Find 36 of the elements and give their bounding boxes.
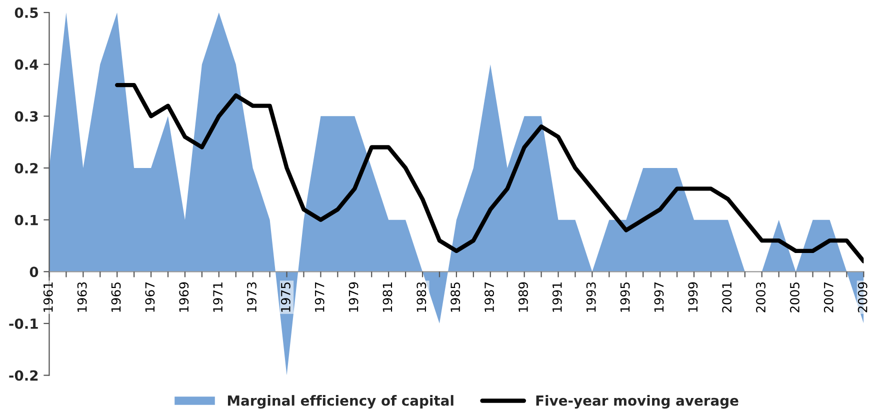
- y-tick-label: 0: [30, 266, 38, 278]
- x-tick-label: 1991: [552, 282, 562, 312]
- x-tick-label: 1961: [43, 282, 53, 312]
- x-tick-label: 2005: [790, 282, 800, 312]
- x-tick-label: 1969: [179, 282, 189, 312]
- legend-label: Marginal efficiency of capital: [228, 395, 454, 409]
- y-tick-label: 0.3: [14, 111, 38, 122]
- y-tick-label: 0.1: [14, 214, 38, 226]
- x-tick-label: 1987: [484, 282, 494, 312]
- x-tick-label: 1981: [382, 282, 392, 312]
- x-tick-label: 2009: [858, 282, 868, 312]
- x-tick-label: 1967: [145, 282, 155, 312]
- x-tick-label: 2003: [756, 282, 766, 312]
- y-tick-label: 0.2: [14, 162, 38, 174]
- x-tick-label: 1989: [518, 282, 528, 312]
- x-tick-label: 2001: [722, 282, 732, 312]
- x-tick-label: 1963: [77, 282, 87, 312]
- x-tick-label: 1995: [620, 282, 630, 312]
- x-tick-label: 1983: [416, 282, 426, 312]
- x-tick-label: 1977: [314, 282, 324, 312]
- x-tick-label: 1965: [111, 282, 121, 312]
- y-tick-label: 0.4: [14, 59, 38, 70]
- line-series: [115, 82, 864, 264]
- x-tick-label: 1971: [213, 282, 223, 312]
- x-tick-label: 1973: [247, 282, 256, 312]
- x-tick-label: 1997: [654, 282, 664, 312]
- y-tick-label: -0.1: [9, 318, 38, 329]
- x-tick-label: 1975: [280, 282, 290, 312]
- x-tick-label: 2007: [824, 282, 834, 312]
- legend-label: Five-year moving average: [536, 395, 738, 409]
- y-tick-label: -0.2: [9, 370, 38, 381]
- x-tick-label: 1999: [688, 282, 698, 312]
- y-tick-label: 0.5: [14, 7, 38, 18]
- x-tick-label: 1993: [586, 282, 596, 312]
- x-tick-label: 1979: [348, 282, 358, 312]
- x-tick-label: 1985: [450, 282, 460, 312]
